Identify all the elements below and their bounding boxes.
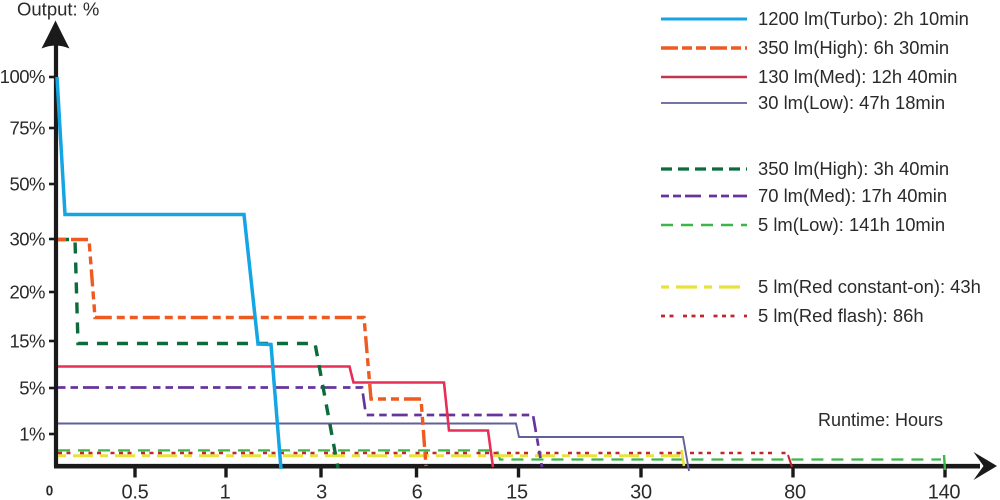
svg-text:20%: 20% [9,282,45,303]
svg-text:130 lm(Med): 12h 40min: 130 lm(Med): 12h 40min [758,66,957,87]
svg-text:350 lm(High): 6h 30min: 350 lm(High): 6h 30min [758,37,949,58]
svg-text:5 lm(Red constant-on): 43h: 5 lm(Red constant-on): 43h [758,276,981,297]
svg-text:5%: 5% [19,378,45,399]
svg-text:0: 0 [46,483,53,500]
svg-text:50%: 50% [9,174,45,195]
svg-text:0.5: 0.5 [122,482,149,500]
svg-text:15%: 15% [9,331,45,352]
svg-text:350 lm(High): 3h 40min: 350 lm(High): 3h 40min [758,158,949,179]
svg-text:30%: 30% [9,229,45,250]
svg-text:70 lm(Med): 17h 40min: 70 lm(Med): 17h 40min [758,185,947,206]
svg-text:30: 30 [630,482,652,500]
svg-text:80: 80 [784,482,806,500]
svg-text:6: 6 [412,482,423,500]
svg-text:3: 3 [316,482,327,500]
svg-text:1200 lm(Turbo): 2h 10min: 1200 lm(Turbo): 2h 10min [758,8,969,29]
svg-text:5 lm(Low): 141h 10min: 5 lm(Low): 141h 10min [758,214,945,235]
svg-text:5 lm(Red flash): 86h: 5 lm(Red flash): 86h [758,305,924,326]
svg-text:30 lm(Low): 47h 18min: 30 lm(Low): 47h 18min [758,92,945,113]
svg-text:1%: 1% [19,424,45,445]
svg-text:Runtime: Hours: Runtime: Hours [818,410,943,430]
svg-text:140: 140 [928,482,961,500]
svg-text:100%: 100% [0,66,45,87]
svg-text:15: 15 [506,482,528,500]
svg-text:Output: %: Output: % [17,0,99,20]
svg-text:1: 1 [220,482,231,500]
svg-text:75%: 75% [9,118,45,139]
